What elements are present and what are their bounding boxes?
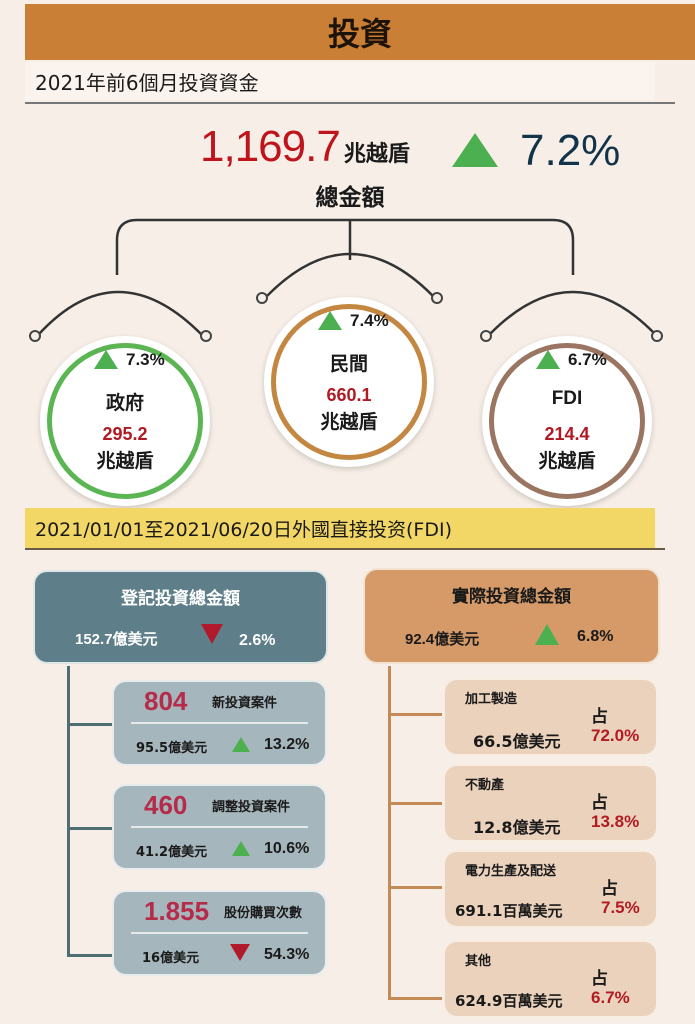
connector-line xyxy=(388,713,442,716)
category-name: 民間 xyxy=(329,353,368,375)
registered-total-box: 登記投資總金額 152.7億美元 2.6% xyxy=(33,570,328,664)
up-arrow-icon xyxy=(232,841,250,856)
total-amount-row: 1,169.7 兆越盾 xyxy=(200,122,660,182)
category-unit: 兆越盾 xyxy=(320,411,378,433)
change-pct: 7.3% xyxy=(126,350,165,369)
up-arrow-icon xyxy=(94,350,118,369)
ring xyxy=(271,304,427,460)
ring xyxy=(489,343,645,499)
divider xyxy=(25,102,675,104)
share-label: 占 xyxy=(591,793,608,813)
total-change-pct: 7.2% xyxy=(520,126,621,175)
down-arrow-icon xyxy=(230,944,250,961)
sector-share: 72.0% xyxy=(591,726,640,745)
total-value: 1,169.7 xyxy=(200,122,341,171)
item-label: 新投資案件 xyxy=(212,696,278,711)
category-value: 214.4 xyxy=(544,424,590,444)
category-circle-government: 7.3% 政府 295.2 兆越盾 xyxy=(40,336,210,506)
sector-amount: 12.8億美元 xyxy=(473,818,561,837)
item-label: 股份購買次數 xyxy=(224,906,303,921)
change-pct: 7.4% xyxy=(350,311,389,330)
connector-line xyxy=(67,723,112,726)
actual-title: 實際投資總金額 xyxy=(452,587,571,607)
sector-share: 6.7% xyxy=(591,988,630,1007)
connector-line xyxy=(67,666,70,956)
item-change-pct: 54.3% xyxy=(264,946,310,963)
item-count: 1.855 xyxy=(144,896,210,926)
registered-change-pct: 2.6% xyxy=(239,632,276,649)
actual-change-pct: 6.8% xyxy=(577,628,614,645)
actual-item-manufacturing: 加工製造 占 66.5億美元 72.0% xyxy=(443,678,658,756)
item-count: 460 xyxy=(144,790,188,820)
sector-name: 電力生產及配送 xyxy=(465,864,557,879)
sector-amount: 66.5億美元 xyxy=(473,732,561,751)
category-circle-fdi: 6.7% FDI 214.4 兆越盾 xyxy=(482,336,652,506)
connector-line xyxy=(388,997,442,1000)
sector-amount: 691.1百萬美元 xyxy=(455,902,563,920)
sector-share: 7.5% xyxy=(601,898,640,917)
page-title: 投資 xyxy=(327,15,392,53)
up-arrow-icon xyxy=(536,350,560,369)
registered-item-share-purchases: 1.855 股份購買次數 16億美元 54.3% xyxy=(112,890,327,976)
ring xyxy=(47,343,203,499)
down-arrow-icon xyxy=(201,624,223,644)
total-label: 總金額 xyxy=(315,185,385,211)
fdi-banner: 2021/01/01至2021/06/20日外國直接投资(FDI) xyxy=(25,508,655,548)
page-title-bar: 投資 xyxy=(25,4,695,60)
share-label: 占 xyxy=(601,879,618,899)
sector-name: 加工製造 xyxy=(465,692,518,707)
item-change-pct: 13.2% xyxy=(264,736,310,753)
category-unit: 兆越盾 xyxy=(538,450,596,472)
share-label: 占 xyxy=(591,969,608,989)
category-name: FDI xyxy=(551,388,583,409)
section-subtitle: 2021年前6個月投資資金 xyxy=(25,62,655,100)
tree-connector xyxy=(29,218,663,342)
registered-item-adjusted-projects: 460 調整投資案件 41.2億美元 10.6% xyxy=(112,784,327,870)
divider xyxy=(25,548,665,550)
actual-item-other: 其他 占 624.9百萬美元 6.7% xyxy=(443,940,658,1018)
up-arrow-icon xyxy=(535,624,559,645)
sector-amount: 624.9百萬美元 xyxy=(455,992,563,1010)
actual-item-real-estate: 不動產 占 12.8億美元 13.8% xyxy=(443,764,658,842)
connector-line xyxy=(388,886,442,889)
actual-total-box: 實際投資總金額 92.4億美元 6.8% xyxy=(363,568,660,664)
up-arrow-icon xyxy=(232,737,250,752)
registered-item-new-projects: 804 新投資案件 95.5億美元 13.2% xyxy=(112,680,327,766)
up-arrow-icon xyxy=(318,311,342,330)
category-unit: 兆越盾 xyxy=(96,450,154,472)
item-amount: 95.5億美元 xyxy=(136,741,208,756)
change-pct: 6.7% xyxy=(568,350,607,369)
sector-name: 不動產 xyxy=(465,778,505,793)
connector-line xyxy=(67,954,112,957)
category-circle-private: 7.4% 民間 660.1 兆越盾 xyxy=(264,297,434,467)
category-value: 295.2 xyxy=(102,424,148,444)
actual-amount: 92.4億美元 xyxy=(405,631,480,648)
item-amount: 41.2億美元 xyxy=(136,845,208,860)
total-unit: 兆越盾 xyxy=(343,142,410,167)
sector-share: 13.8% xyxy=(591,812,640,831)
item-count: 804 xyxy=(144,686,188,716)
connector-line xyxy=(388,802,442,805)
category-name: 政府 xyxy=(105,392,144,414)
item-amount: 16億美元 xyxy=(142,951,200,966)
divider xyxy=(131,826,308,828)
divider xyxy=(131,932,308,934)
item-change-pct: 10.6% xyxy=(264,840,310,857)
connector-line xyxy=(67,827,112,830)
connector-line xyxy=(388,666,391,999)
registered-title: 登記投資總金額 xyxy=(121,589,240,609)
divider xyxy=(131,722,308,724)
registered-amount: 152.7億美元 xyxy=(75,631,158,648)
share-label: 占 xyxy=(591,707,608,727)
actual-item-power: 電力生產及配送 占 691.1百萬美元 7.5% xyxy=(443,850,658,928)
up-arrow-icon xyxy=(452,133,498,167)
category-value: 660.1 xyxy=(326,385,372,405)
sector-name: 其他 xyxy=(465,954,492,969)
item-label: 調整投資案件 xyxy=(212,800,291,815)
